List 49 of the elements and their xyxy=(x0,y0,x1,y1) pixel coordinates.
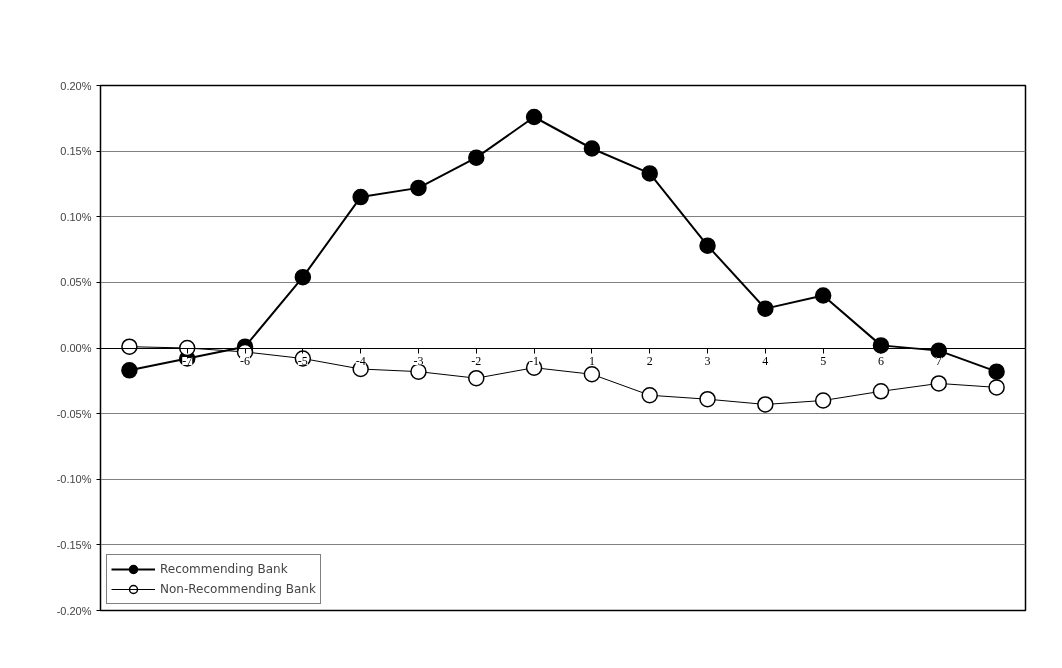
legend-label: Recommending Bank xyxy=(160,561,288,578)
y-tick-label: -0.20% xyxy=(56,604,92,617)
point xyxy=(410,179,427,197)
point xyxy=(583,366,601,383)
point xyxy=(814,287,832,304)
y-tick-label: -0.05% xyxy=(56,407,92,420)
x-tick-label: -6 xyxy=(240,354,251,368)
point xyxy=(121,362,138,379)
point xyxy=(352,188,369,206)
x-tick-label: 3 xyxy=(704,354,711,368)
x-tick-label: -3 xyxy=(413,354,424,368)
point xyxy=(583,140,601,157)
point xyxy=(468,369,485,387)
point xyxy=(988,379,1005,396)
point xyxy=(814,392,832,409)
point xyxy=(468,149,485,166)
point xyxy=(410,363,427,380)
y-tick-label: -0.15% xyxy=(56,538,92,551)
y-tick-label: 0.00% xyxy=(60,342,92,354)
x-tick-label: -5 xyxy=(297,354,308,368)
x-tick-label: -4 xyxy=(355,354,366,368)
x-tick-label: 1 xyxy=(588,354,595,368)
legend-label: Non-Recommending Bank xyxy=(160,581,316,598)
point xyxy=(641,165,658,182)
x-tick-label: 6 xyxy=(877,354,884,368)
x-tick-label: 7 xyxy=(935,354,942,368)
x-tick-label: 2 xyxy=(646,354,653,368)
point xyxy=(178,339,196,357)
point xyxy=(699,237,716,254)
x-tick-label: 4 xyxy=(762,354,769,368)
y-tick-label: 0.10% xyxy=(60,210,92,223)
point xyxy=(988,363,1005,380)
point xyxy=(872,383,890,400)
x-tick-label: 5 xyxy=(820,354,827,368)
point xyxy=(699,390,716,408)
y-tick-label: 0.20% xyxy=(60,79,92,92)
point xyxy=(757,396,774,413)
x-tick-label: -2 xyxy=(471,354,482,368)
y-tick-label: 0.05% xyxy=(60,276,92,289)
y-tick-label: -0.10% xyxy=(56,473,92,486)
point xyxy=(757,300,774,317)
point xyxy=(294,268,312,286)
point xyxy=(525,108,543,126)
point xyxy=(121,338,138,355)
x-tick-label: -7 xyxy=(182,354,193,368)
point xyxy=(641,387,658,404)
x-tick-label: -1 xyxy=(529,354,540,368)
y-tick-label: 0.15% xyxy=(60,145,92,158)
point xyxy=(930,375,948,392)
